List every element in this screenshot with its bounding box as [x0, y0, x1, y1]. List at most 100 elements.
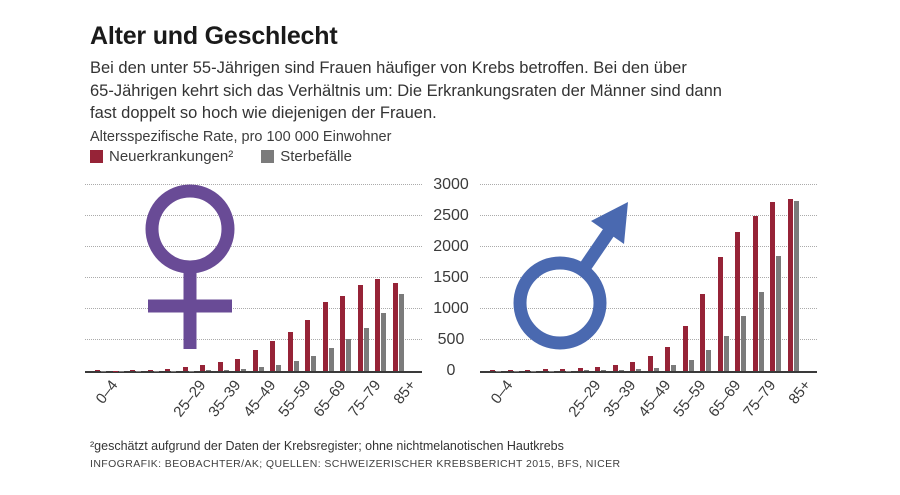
mortality-bar-80–84: [776, 256, 781, 371]
x-tick-label-45–49: 45–49: [239, 377, 279, 421]
incidence-bar-85+: [787, 199, 793, 371]
bar-group-20–24: [165, 185, 183, 371]
mortality-bar-75–79: [363, 328, 369, 371]
incidence-bar-0–4: [95, 370, 100, 371]
bar-group-85+: [392, 185, 411, 371]
male-symbol-icon: [513, 202, 628, 350]
bar-group-15–19: [147, 185, 166, 371]
mortality-bar-30–34: [601, 370, 606, 371]
incidence-bar-60–64: [305, 320, 310, 371]
gridline-3000: [480, 184, 817, 185]
x-tick-label-35–39: 35–39: [599, 377, 639, 421]
incidence-bar-50–54: [270, 340, 275, 371]
incidence-bar-5–9: [507, 370, 513, 371]
x-tick-label-45–49: 45–49: [634, 377, 674, 421]
bar-group-50–54: [665, 185, 683, 371]
legend: Neuerkrankungen² Sterbefälle: [90, 148, 352, 165]
male-arrow-head: [591, 202, 628, 244]
bar-group-5–9: [507, 185, 526, 371]
incidence-bar-0–4: [490, 369, 495, 371]
gridline-500: [480, 339, 817, 340]
incidence-bar-35–39: [217, 362, 223, 371]
mortality-bar-45–49: [258, 367, 264, 371]
mortality-bar-25–29: [583, 370, 589, 371]
x-tick-label-25–29: 25–29: [564, 377, 604, 421]
incidence-bar-70–74: [735, 232, 740, 371]
bar-group-20–24: [560, 185, 578, 371]
credits: INFOGRAFIK: BEOBACHTER/AK; QUELLEN: SCHW…: [90, 458, 621, 470]
gridline-2500: [85, 215, 422, 216]
bar-group-35–39: [217, 185, 236, 371]
bars-row: [85, 185, 422, 371]
x-tick-label-0–4: 0–4: [92, 377, 122, 408]
incidence-bar-60–64: [700, 293, 705, 371]
incidence-bar-40–44: [630, 361, 635, 371]
bar-group-70–74: [340, 185, 358, 371]
mortality-bar-80–84: [381, 312, 386, 371]
mortality-bar-50–54: [276, 365, 281, 371]
mortality-bar-65–69: [723, 336, 729, 371]
gridline-1000: [85, 308, 422, 309]
incidence-bar-65–69: [322, 301, 328, 371]
mortality-bar-70–74: [741, 316, 746, 371]
incidence-bar-35–39: [612, 365, 618, 371]
chart-women: 0–4 25–29 35–39 45–49 55–59 65–69 75–79 85+: [85, 184, 422, 420]
intro-line-2: 65-Jährigen kehrt sich das Verhältnis um…: [90, 81, 722, 100]
bar-group-40–44: [235, 185, 253, 371]
gridline-2000: [85, 246, 422, 247]
incidence-bar-30–34: [595, 366, 600, 371]
incidence-bar-20–24: [560, 368, 565, 371]
x-tick-label-65–69: 65–69: [309, 377, 349, 421]
bar-group-15–19: [542, 185, 561, 371]
incidence-bar-75–79: [752, 216, 758, 371]
incidence-bar-50–54: [665, 347, 670, 371]
bar-group-80–84: [375, 185, 393, 371]
gridline-2000: [480, 246, 817, 247]
incidence-bar-55–59: [287, 331, 293, 371]
legend-label-mortality: Sterbefälle: [280, 148, 352, 165]
mortality-bar-70–74: [346, 339, 351, 371]
incidence-bar-45–49: [647, 356, 653, 371]
x-tick-label-55–59: 55–59: [669, 377, 709, 421]
bar-group-55–59: [682, 185, 701, 371]
mortality-bar-75–79: [758, 292, 764, 371]
female-circle: [145, 184, 235, 274]
intro-line-3: fast doppelt so hoch wie diejenigen der …: [90, 104, 437, 122]
mortality-bar-60–64: [706, 349, 711, 371]
footnote: ²geschätzt aufgrund der Daten der Krebsr…: [90, 439, 564, 453]
x-tick-label-55–59: 55–59: [274, 377, 314, 421]
incidence-bar-30–34: [200, 365, 205, 371]
legend-item-mortality: Sterbefälle: [261, 148, 352, 165]
intro-line-1: Bei den unter 55-Jährigen sind Frauen hä…: [90, 59, 687, 77]
y-tick-label-1000: 1000: [433, 300, 469, 318]
incidence-bar-40–44: [235, 358, 240, 371]
bar-group-40–44: [630, 185, 648, 371]
y-tick-label-3000: 3000: [433, 176, 469, 193]
bar-group-5–9: [112, 185, 131, 371]
mortality-bar-85+: [793, 201, 799, 371]
y-tick-label-2500: 2500: [433, 207, 469, 224]
x-tick-label-85+: 85+: [784, 377, 814, 408]
incidence-bar-70–74: [340, 295, 345, 371]
bar-group-60–64: [305, 185, 323, 371]
x-tick-label-75–79: 75–79: [344, 377, 384, 421]
gridline-1500: [480, 277, 817, 278]
bar-group-45–49: [647, 185, 666, 371]
y-tick-label-2000: 2000: [433, 238, 469, 256]
bar-group-70–74: [735, 185, 753, 371]
gridline-500: [85, 339, 422, 340]
male-circle: [513, 256, 607, 350]
bar-group-30–34: [595, 185, 613, 371]
x-tick-label-0–4: 0–4: [487, 377, 517, 408]
bar-group-0–4: [95, 185, 113, 371]
y-tick-label-1500: 1500: [433, 269, 469, 286]
x-tick-label-75–79: 75–79: [739, 377, 779, 421]
bar-group-65–69: [322, 185, 341, 371]
incidence-swatch-icon: [90, 150, 103, 163]
gridline-3000: [85, 184, 422, 185]
incidence-bar-10–14: [130, 370, 135, 371]
bar-group-75–79: [752, 185, 771, 371]
mortality-swatch-icon: [261, 150, 275, 163]
mortality-bar-55–59: [688, 359, 694, 371]
